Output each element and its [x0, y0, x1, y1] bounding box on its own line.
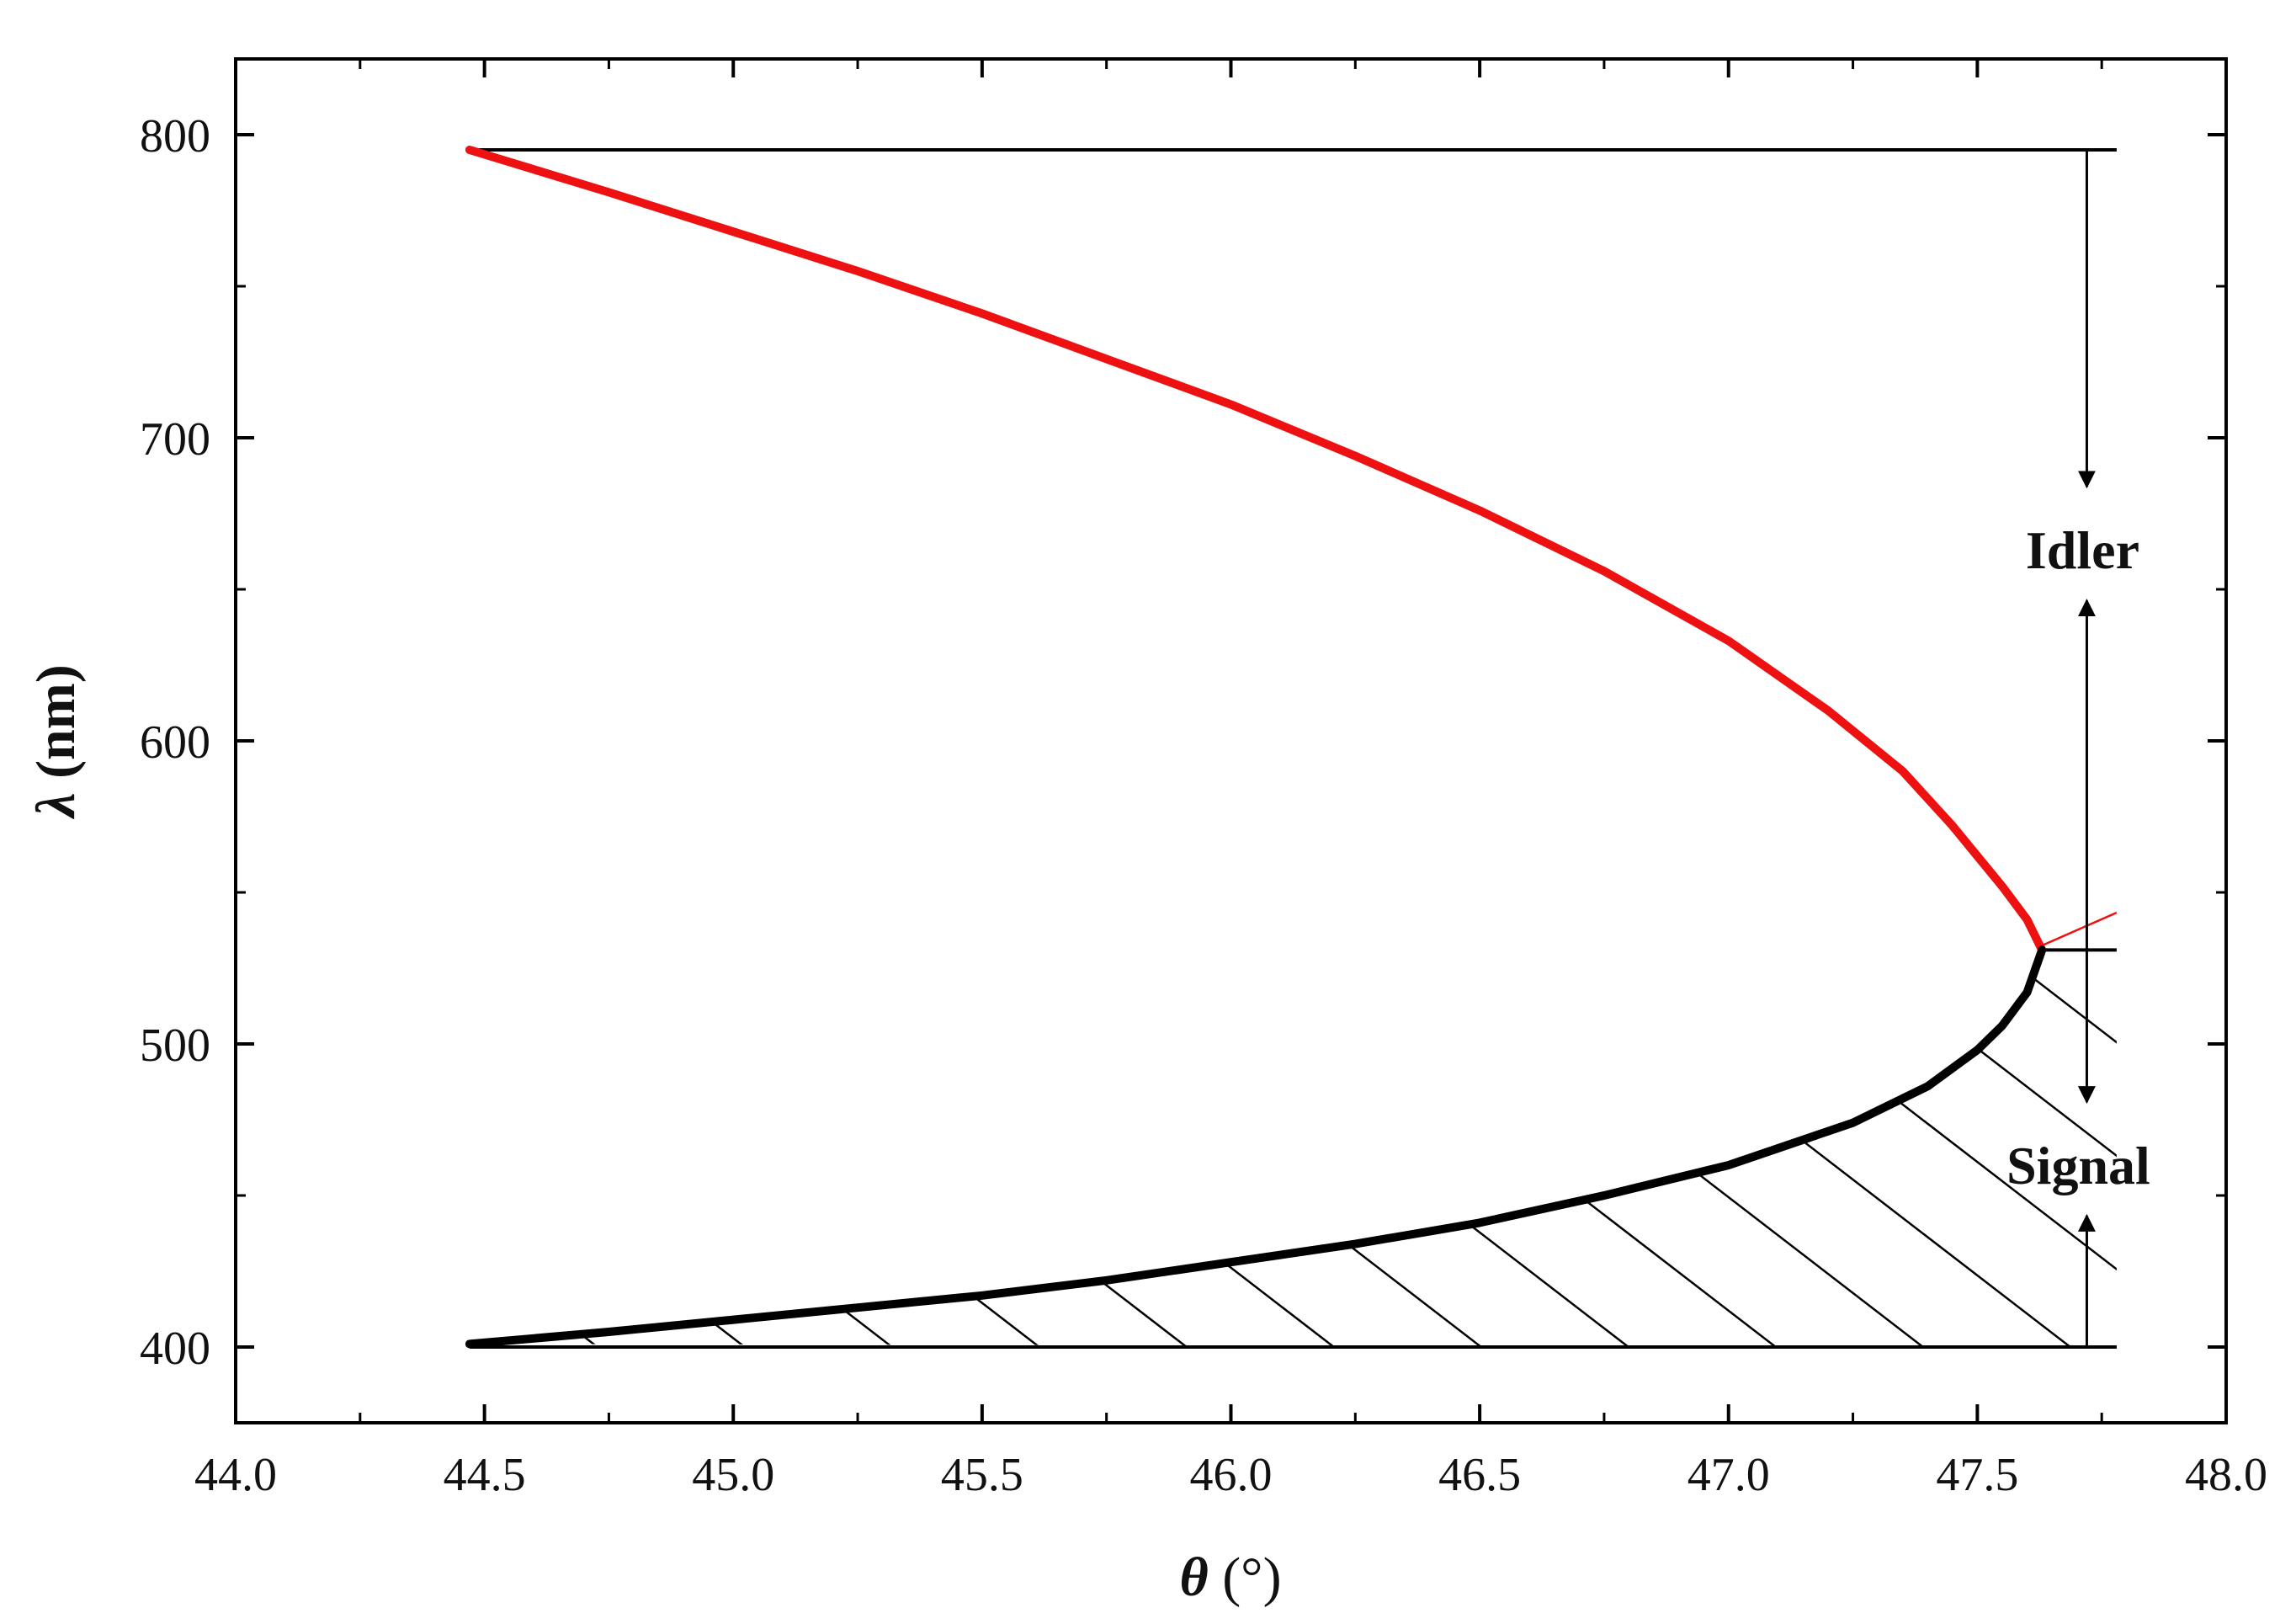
- x-tick-label: 44.5: [444, 1449, 526, 1501]
- signal-hatch-line: [1385, 950, 1930, 1347]
- signal-hatch-line: [0, 933, 455, 1351]
- x-tick-label: 47.5: [1936, 1449, 2018, 1501]
- idler-hatch-line: [938, 911, 2117, 950]
- idler-hatch-line: [469, 911, 872, 950]
- y-tick-labels: 400 500 600 700 800: [140, 110, 210, 1375]
- signal-hatch-line: [1090, 950, 1635, 1347]
- signal-hatch-line: [0, 933, 161, 1351]
- y-axis-title: λ (nm): [25, 664, 87, 819]
- idler-hatch-line: [0, 913, 248, 1431]
- idler-hatch: [0, 911, 2296, 1431]
- signal-hatch: [0, 933, 2296, 1351]
- idler-hatch-line: [469, 911, 1339, 950]
- idler-hatch-line: [626, 911, 1806, 950]
- y-ticks: [236, 133, 2226, 1349]
- signal-hatch-line: [469, 950, 604, 1347]
- x-tick-label: 46.0: [1190, 1449, 1273, 1501]
- idler-hatch-line: [782, 911, 1962, 950]
- x-tick-label: 44.0: [194, 1449, 277, 1501]
- annotation-idler: Idler: [2026, 520, 2139, 580]
- x-tick-label: 45.0: [692, 1449, 774, 1501]
- signal-hatch-line: [501, 950, 1046, 1347]
- plot-frame: [234, 57, 2228, 1424]
- annotation-signal: Signal: [2006, 1136, 2150, 1195]
- y-tick-label: 700: [140, 413, 210, 466]
- y-axis-symbol: λ: [25, 792, 87, 819]
- signal-hatch-line: [0, 933, 13, 1351]
- curves: [465, 146, 2047, 1349]
- idler-hatch-line: [1560, 911, 2117, 950]
- idler-hatch-line: [469, 911, 1495, 950]
- signal-hatch-line: [1237, 950, 1783, 1347]
- y-tick-label: 400: [140, 1323, 210, 1375]
- signal-hatch-line: [648, 950, 1193, 1347]
- x-tick-label: 45.5: [941, 1449, 1023, 1501]
- y-tick-label: 600: [140, 716, 210, 769]
- signal-hatch-line: [0, 933, 308, 1351]
- idler-hatch-line: [469, 911, 561, 950]
- x-axis-unit: (°): [1222, 1547, 1281, 1608]
- idler-hatch-line: [2184, 913, 2296, 1431]
- x-tick-labels: 44.0 44.5 45.0 45.5 46.0 46.5 47.0 47.5 48.0: [194, 1449, 2267, 1501]
- idler-hatch-line: [1405, 911, 2117, 950]
- y-tick-label: 800: [140, 110, 210, 162]
- y-axis-unit: (nm): [25, 664, 87, 779]
- signal-hatch-line: [1974, 950, 2117, 1347]
- idler-hatch-line: [469, 911, 716, 950]
- idler-curve: [465, 146, 2047, 955]
- signal-hatch-line: [469, 950, 899, 1347]
- x-axis-symbol: θ: [1179, 1547, 1208, 1608]
- idler-hatch-line: [0, 913, 93, 1431]
- x-tick-label: 47.0: [1687, 1449, 1770, 1501]
- x-tick-label: 48.0: [2185, 1449, 2267, 1501]
- x-ticks: [234, 59, 2228, 1423]
- x-axis-title: θ (°): [1179, 1547, 1281, 1608]
- idler-hatch-line: [470, 911, 1650, 950]
- signal-hatch-line: [469, 950, 752, 1347]
- y-tick-label: 500: [140, 1020, 210, 1072]
- signal-hatch-line: [2269, 933, 2296, 1351]
- signal-curve: [465, 945, 2047, 1349]
- x-tick-label: 46.5: [1438, 1449, 1521, 1501]
- reference-lines: [469, 148, 2117, 1349]
